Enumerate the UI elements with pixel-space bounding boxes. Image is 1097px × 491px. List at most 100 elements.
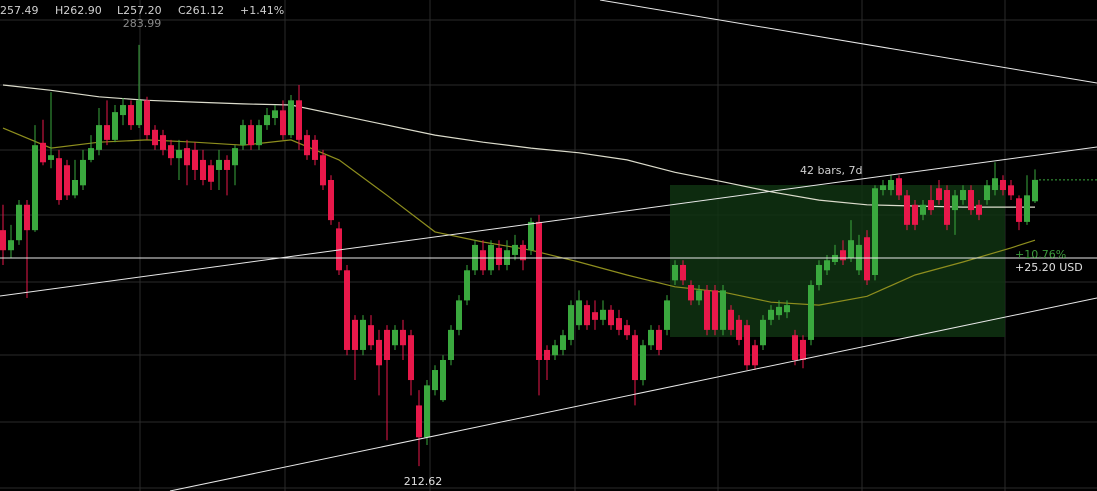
- candle-body: [400, 329, 406, 346]
- candle-body: [1008, 185, 1014, 196]
- candle-body: [304, 135, 310, 156]
- candle-body: [328, 179, 334, 221]
- candle-body: [368, 325, 374, 346]
- candle-body: [112, 112, 118, 140]
- candle-body: [616, 318, 622, 330]
- candle-body: [192, 149, 198, 170]
- candle-body: [664, 300, 670, 330]
- candle-body: [688, 285, 694, 301]
- candle-body: [176, 149, 182, 159]
- candle-body: [888, 179, 894, 191]
- candle-body: [960, 190, 966, 201]
- candle-body: [240, 125, 246, 146]
- candle-body: [952, 195, 958, 211]
- candle-body: [752, 345, 758, 366]
- candle-body: [136, 100, 142, 126]
- candle-body: [392, 329, 398, 346]
- high-label: H262.90: [55, 4, 102, 17]
- candle-body: [384, 329, 390, 360]
- candle-body: [704, 290, 710, 330]
- candle-body: [1024, 195, 1030, 222]
- high-annotation: 283.99: [123, 17, 162, 30]
- candle-body: [712, 290, 718, 330]
- candle-body: [992, 178, 998, 191]
- candle-body: [976, 204, 982, 215]
- close-label: C261.12: [178, 4, 224, 17]
- candle-body: [1016, 198, 1022, 222]
- candle-body: [448, 329, 454, 360]
- candle-body: [416, 405, 422, 438]
- candle-body: [1000, 179, 1006, 191]
- candle-body: [608, 309, 614, 326]
- candle-body: [848, 240, 854, 258]
- candle-body: [208, 165, 214, 182]
- candle-body: [736, 319, 742, 340]
- measure-percent: +10.76%: [1015, 248, 1066, 261]
- candle-body: [224, 159, 230, 170]
- moving-average: [2, 84, 1035, 208]
- plot: [0, 44, 1097, 467]
- candle-body: [760, 319, 766, 346]
- candle-body: [680, 264, 686, 281]
- candle-body: [280, 110, 286, 136]
- candle-body: [496, 247, 502, 265]
- candle-body: [248, 125, 254, 146]
- candle-body: [16, 204, 22, 241]
- candle-body: [160, 135, 166, 150]
- candle-body: [440, 359, 446, 401]
- header: 257.49 H262.90 L257.20 C261.12 +1.41%: [0, 4, 284, 17]
- candle-body: [144, 100, 150, 136]
- candle-body: [640, 345, 646, 381]
- change-label: +1.41%: [240, 4, 284, 17]
- low-label: L257.20: [117, 4, 162, 17]
- candle-body: [928, 200, 934, 211]
- candle-body: [0, 230, 6, 251]
- candle-body: [288, 100, 294, 136]
- candle-body: [720, 290, 726, 330]
- candle-body: [32, 145, 38, 231]
- open-label: 257.49: [0, 4, 39, 17]
- candle-body: [520, 244, 526, 261]
- candle-body: [880, 185, 886, 191]
- candle-body: [840, 250, 846, 261]
- candle-body: [8, 240, 14, 251]
- candle-body: [48, 155, 54, 160]
- candle-body: [768, 309, 774, 320]
- measure-change: +25.20 USD: [1015, 261, 1083, 274]
- candle-body: [80, 159, 86, 186]
- candle-body: [200, 159, 206, 180]
- candle-body: [896, 178, 902, 196]
- trend-line: [0, 146, 1097, 297]
- candle-body: [648, 329, 654, 346]
- candle-body: [904, 195, 910, 225]
- candle-body: [528, 221, 534, 251]
- candle-body: [936, 188, 942, 201]
- candle-body: [216, 159, 222, 170]
- candle-body: [96, 125, 102, 150]
- candle-body: [24, 204, 30, 231]
- candle-body: [232, 148, 238, 166]
- candle-body: [352, 319, 358, 350]
- trend-line: [599, 0, 1097, 84]
- candle-body: [776, 306, 782, 316]
- low-annotation: 212.62: [404, 475, 443, 488]
- candle-body: [544, 349, 550, 360]
- candle-body: [672, 264, 678, 281]
- candle-body: [624, 325, 630, 336]
- candle-body: [432, 370, 438, 391]
- candle-body: [296, 100, 302, 140]
- candle-body: [808, 285, 814, 340]
- candle-body: [552, 345, 558, 356]
- candle-body: [512, 244, 518, 255]
- trend-line: [169, 297, 1097, 491]
- candle-body: [944, 190, 950, 225]
- candle-body: [464, 270, 470, 301]
- candle-body: [576, 300, 582, 326]
- candle-body: [104, 125, 110, 140]
- candle-body: [584, 305, 590, 326]
- candle-body: [408, 335, 414, 381]
- candle-body: [376, 339, 382, 366]
- candle-body: [344, 270, 350, 350]
- candle-body: [184, 148, 190, 166]
